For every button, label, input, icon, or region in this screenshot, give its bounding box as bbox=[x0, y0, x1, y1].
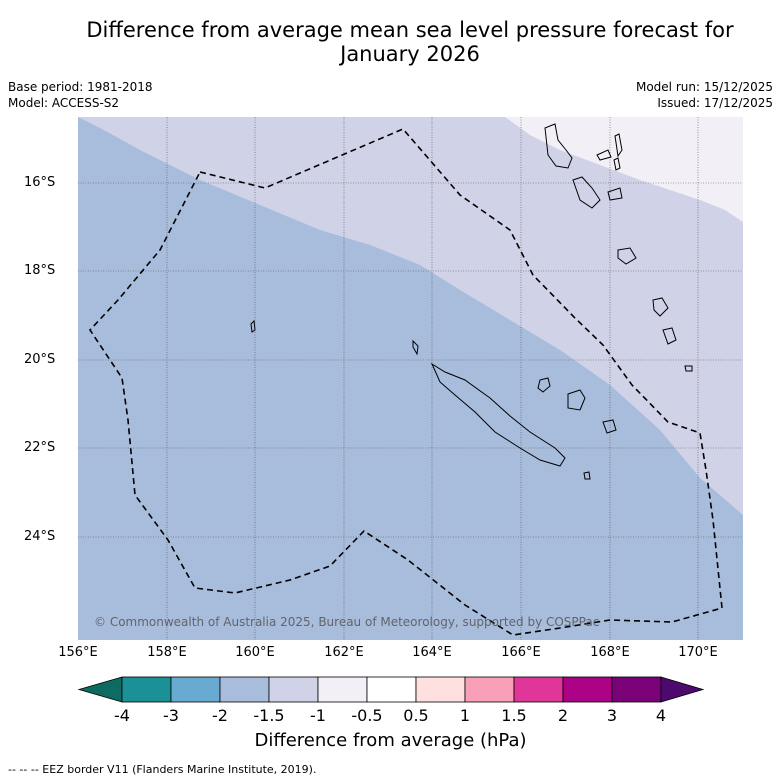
island-ouvea bbox=[537, 377, 551, 393]
colorbar-bin bbox=[170, 676, 221, 703]
lon-label-160e: 160°E bbox=[235, 645, 275, 660]
lat-label-16s: 16°S bbox=[24, 175, 56, 190]
colorbar-tick-label: 1.5 bbox=[501, 706, 527, 725]
colorbar-tick-label: -2 bbox=[212, 706, 228, 725]
coastlines bbox=[250, 123, 693, 480]
meta-right: Model run: 15/12/2025 Issued: 17/12/2025 bbox=[636, 79, 773, 111]
island-tanna bbox=[662, 327, 677, 345]
lon-label-168e: 168°E bbox=[590, 645, 630, 660]
lat-label-24s: 24°S bbox=[24, 529, 56, 544]
colorbar-title: Difference from average (hPa) bbox=[254, 730, 527, 751]
anomaly-region-minus1 bbox=[505, 117, 743, 222]
colorbar-tick-label: 1 bbox=[459, 706, 471, 725]
colorbar-bin bbox=[562, 676, 613, 703]
island-mare bbox=[602, 419, 617, 434]
lon-label-164e: 164°E bbox=[412, 645, 452, 660]
island-pentecost bbox=[613, 157, 621, 171]
colorbar-under-arrow bbox=[77, 676, 123, 703]
colorbar-tick-label: -1 bbox=[310, 706, 326, 725]
colorbar-tick-label: 0.5 bbox=[403, 706, 429, 725]
lon-label-156e: 156°E bbox=[58, 645, 98, 660]
model-run: Model run: 15/12/2025 bbox=[635, 80, 773, 94]
island-ambae bbox=[596, 149, 612, 161]
island-espiritu-santo bbox=[544, 123, 573, 169]
colorbar-tick-label: 2 bbox=[557, 706, 569, 725]
colorbar-tick-label: 3 bbox=[606, 706, 618, 725]
lon-label-162e: 162°E bbox=[324, 645, 364, 660]
graticule bbox=[78, 117, 743, 640]
map-field bbox=[78, 117, 743, 640]
lon-label-158e: 158°E bbox=[147, 645, 187, 660]
island-epi bbox=[607, 187, 623, 201]
island-efate bbox=[617, 247, 637, 265]
colorbar-bin bbox=[464, 676, 515, 703]
anomaly-region-minus1-5 bbox=[78, 117, 743, 515]
lat-label-20s: 20°S bbox=[24, 352, 56, 367]
colorbar-over-arrow bbox=[660, 676, 705, 703]
colorbar-bin bbox=[121, 676, 172, 703]
colorbar-tick-label: -0.5 bbox=[351, 706, 383, 725]
lat-label-18s: 18°S bbox=[24, 263, 56, 278]
colorbar bbox=[77, 676, 705, 703]
island-maewo bbox=[614, 133, 623, 158]
colorbar-tick-label: -1.5 bbox=[253, 706, 285, 725]
colorbar-bin bbox=[366, 676, 417, 703]
colorbar-tick-label: 4 bbox=[655, 706, 667, 725]
copyright-notice: © Commonwealth of Australia 2025, Bureau… bbox=[94, 615, 599, 629]
island-aneityum bbox=[684, 365, 693, 372]
model-name: Model: ACCESS-S2 bbox=[8, 96, 120, 110]
colorbar-bin bbox=[268, 676, 319, 703]
lon-label-166e: 166°E bbox=[501, 645, 541, 660]
lon-label-170e: 170°E bbox=[678, 645, 718, 660]
island-erromango bbox=[652, 297, 669, 317]
island-ile-des-pins bbox=[583, 471, 591, 480]
island-lifou bbox=[567, 389, 586, 411]
colorbar-bin bbox=[611, 676, 662, 703]
colorbar-bin bbox=[317, 676, 368, 703]
eez-footnote: -- -- -- EEZ border V11 (Flanders Marine… bbox=[8, 763, 317, 776]
island-new-caledonia bbox=[430, 362, 566, 467]
colorbar-tick-label: -3 bbox=[163, 706, 179, 725]
issued-date: Issued: 17/12/2025 bbox=[657, 96, 773, 110]
base-period: Base period: 1981-2018 bbox=[8, 80, 153, 94]
title-line-1: Difference from average mean sea level p… bbox=[86, 18, 734, 42]
colorbar-bin bbox=[513, 676, 564, 703]
meta-left: Base period: 1981-2018 Model: ACCESS-S2 bbox=[8, 79, 153, 111]
island-malakula bbox=[572, 176, 601, 209]
eez-border bbox=[88, 128, 723, 636]
colorbar-tick-label: -4 bbox=[114, 706, 130, 725]
title-line-2: January 2026 bbox=[340, 42, 480, 66]
island-chesterfield bbox=[250, 319, 256, 333]
colorbar-bin bbox=[415, 676, 466, 703]
island-belep bbox=[412, 339, 419, 356]
lat-label-22s: 22°S bbox=[24, 440, 56, 455]
colorbar-bin bbox=[219, 676, 270, 703]
chart-title: Difference from average mean sea level p… bbox=[60, 18, 760, 66]
